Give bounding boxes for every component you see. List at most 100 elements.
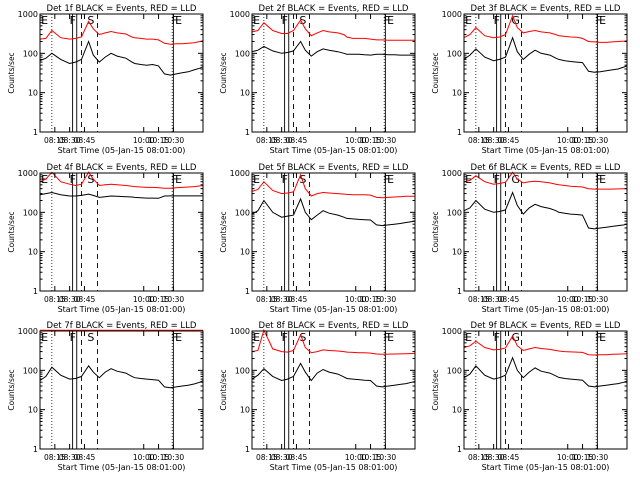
events-series-line (463, 356, 628, 388)
x-tick-label: 10:00 (557, 295, 579, 304)
y-axis-label: Counts/sec (7, 211, 16, 252)
y-tick-label: 1000 (230, 10, 250, 19)
plot-frame (463, 13, 628, 133)
x-tick-label: 10:15 (148, 453, 170, 462)
plot-frame (251, 172, 416, 292)
y-tick-label: 1 (245, 287, 250, 296)
event-label: E (387, 14, 394, 27)
panel-title: Det 6f BLACK = Events, RED = LLD (471, 163, 621, 173)
events-series-line (463, 191, 628, 230)
event-label: F (70, 14, 76, 27)
x-tick-label: 08:45 (498, 136, 520, 145)
x-axis-label: Start Time (05-Jan-15 08:01:00) (270, 463, 398, 472)
x-tick-label: 10:30 (163, 295, 185, 304)
x-tick-label: 08:30 (483, 295, 505, 304)
y-tick-label: 100 (23, 49, 38, 58)
panel-title: Det 5f BLACK = Events, RED = LLD (259, 163, 409, 173)
plot-frame (39, 172, 204, 292)
event-label: E (253, 173, 260, 186)
panel-title: Det 4f BLACK = Events, RED = LLD (47, 163, 197, 173)
y-tick-label: 10 (28, 248, 38, 257)
x-tick-label: 10:00 (345, 136, 367, 145)
event-label: S (299, 173, 306, 186)
x-tick-label: 10:15 (360, 295, 382, 304)
x-tick-label: 08:15 (256, 136, 278, 145)
x-tick-label: 08:30 (483, 453, 505, 462)
y-tick-label: 10 (452, 248, 462, 257)
lld-series-line (39, 171, 204, 189)
lld-series-line (463, 171, 627, 190)
plot-frame (463, 330, 628, 450)
y-tick-label: 100 (447, 49, 462, 58)
lld-series-line (251, 19, 415, 41)
y-tick-label: 1000 (442, 169, 462, 178)
y-tick-label: 1000 (230, 327, 250, 336)
events-series-line (39, 40, 204, 76)
event-label: F (494, 331, 500, 344)
x-tick-label: 10:15 (360, 136, 382, 145)
lld-series-line (463, 334, 628, 356)
x-tick-label: 08:30 (59, 453, 81, 462)
y-tick-label: 1000 (18, 327, 38, 336)
y-axis-label: Counts/sec (219, 369, 228, 410)
event-label: E (465, 173, 472, 186)
x-tick-label: 08:15 (256, 453, 278, 462)
lld-series-line (463, 14, 628, 43)
y-tick-label: 1 (245, 445, 250, 454)
x-tick-label: 08:30 (271, 295, 293, 304)
x-tick-label: 10:00 (345, 453, 367, 462)
x-tick-label: 08:45 (286, 295, 308, 304)
event-label: E (387, 173, 394, 186)
x-tick-label: 10:15 (572, 136, 594, 145)
x-tick-label: 10:15 (572, 295, 594, 304)
y-tick-label: 10 (452, 89, 462, 98)
panel-title: Det 9f BLACK = Events, RED = LLD (471, 321, 621, 331)
x-tick-label: 08:45 (74, 136, 96, 145)
y-tick-label: 1000 (230, 169, 250, 178)
y-tick-label: 1 (245, 128, 250, 137)
x-tick-label: 10:00 (133, 295, 155, 304)
x-tick-label: 08:45 (74, 295, 96, 304)
panel-title: Det 2f BLACK = Events, RED = LLD (259, 4, 409, 14)
event-label: F (596, 173, 602, 186)
event-label: E (253, 14, 260, 27)
y-axis-label: Counts/sec (7, 369, 16, 410)
x-tick-label: 10:30 (375, 136, 397, 145)
event-label: S (87, 173, 94, 186)
event-label: S (87, 14, 94, 27)
event-label: F (384, 14, 390, 27)
events-series-line (251, 362, 416, 388)
x-tick-label: 10:30 (587, 295, 609, 304)
event-label: E (41, 331, 48, 344)
y-tick-label: 1 (457, 128, 462, 137)
y-tick-label: 1000 (442, 327, 462, 336)
x-axis-label: Start Time (05-Jan-15 08:01:00) (482, 146, 610, 155)
event-label: E (599, 331, 606, 344)
events-series-line (251, 40, 415, 57)
event-label: G (511, 173, 520, 186)
x-tick-label: 08:45 (498, 295, 520, 304)
x-tick-label: 08:30 (271, 453, 293, 462)
y-axis-label: Counts/sec (219, 211, 228, 252)
x-tick-label: 08:15 (468, 136, 490, 145)
y-tick-label: 1 (457, 287, 462, 296)
x-axis-label: Start Time (05-Jan-15 08:01:00) (482, 463, 610, 472)
y-tick-label: 100 (23, 208, 38, 217)
y-axis-label: Counts/sec (7, 52, 16, 93)
y-axis-label: Counts/sec (219, 52, 228, 93)
x-tick-label: 08:15 (256, 295, 278, 304)
y-axis-label: Counts/sec (431, 52, 440, 93)
x-axis-label: Start Time (05-Jan-15 08:01:00) (270, 305, 398, 314)
event-label: E (253, 331, 260, 344)
y-axis-label: Counts/sec (431, 369, 440, 410)
x-tick-label: 08:15 (44, 295, 66, 304)
y-tick-label: 1 (33, 287, 38, 296)
